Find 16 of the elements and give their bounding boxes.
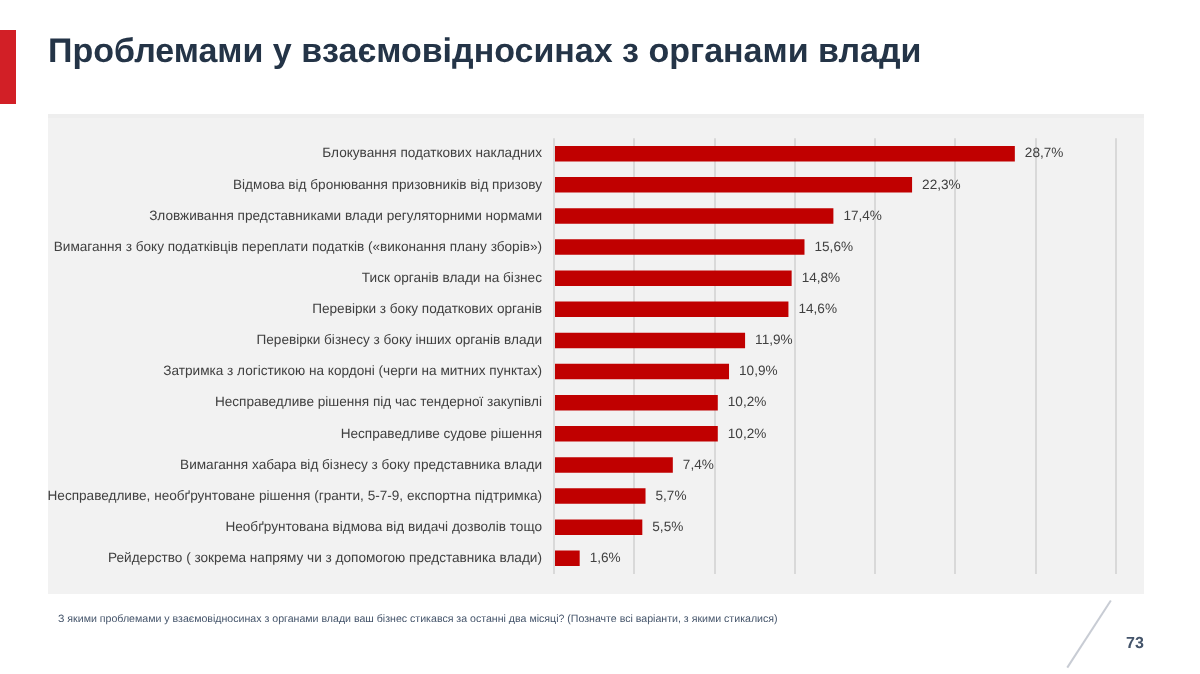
bar xyxy=(555,519,643,535)
text: 73 xyxy=(1126,634,1144,652)
bar xyxy=(555,332,746,349)
chart-title: Проблемами у взаємовідносинах з органами влади xyxy=(48,32,922,72)
bar xyxy=(555,177,913,193)
bar xyxy=(555,270,792,286)
bar xyxy=(555,488,646,504)
bar xyxy=(555,550,580,567)
bar xyxy=(555,301,789,318)
bar xyxy=(555,394,718,411)
bar xyxy=(555,426,718,442)
bar xyxy=(555,239,805,255)
bar xyxy=(555,457,673,473)
bar xyxy=(555,208,834,224)
bar xyxy=(555,145,1015,162)
bar xyxy=(555,363,730,380)
